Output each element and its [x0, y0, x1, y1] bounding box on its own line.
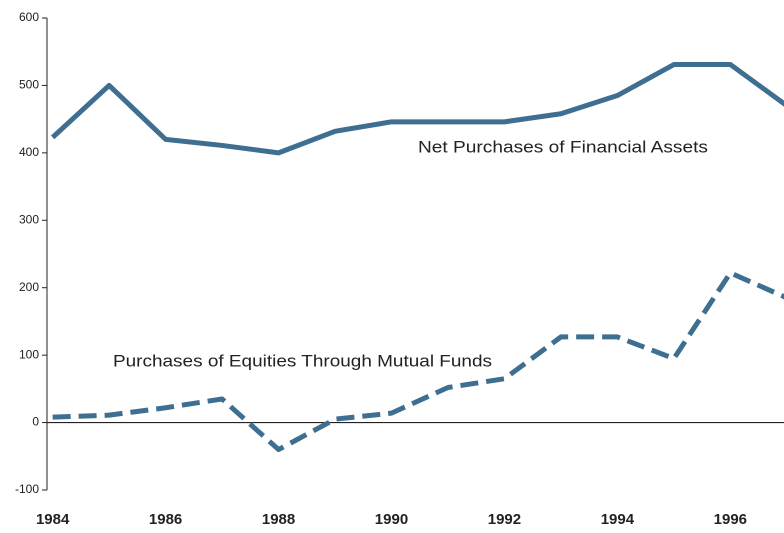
- x-tick-label: 1988: [262, 511, 295, 528]
- series-line: [50, 62, 784, 156]
- y-tick-label: -100: [15, 482, 39, 496]
- x-tick-label: 1992: [488, 511, 521, 528]
- y-tick-label: 600: [19, 10, 39, 24]
- x-tick-label: 1984: [36, 511, 70, 528]
- series-line: [52, 270, 784, 453]
- series-label: Purchases of Equities Through Mutual Fun…: [113, 351, 492, 370]
- series-label: Net Purchases of Financial Assets: [418, 137, 708, 156]
- y-tick-label: 200: [19, 280, 39, 294]
- y-tick-label: 300: [19, 212, 39, 226]
- x-tick-label: 1986: [149, 511, 182, 528]
- x-tick-label: 1996: [714, 511, 747, 528]
- y-tick-label: 100: [19, 347, 39, 361]
- y-tick-label: 500: [19, 78, 39, 92]
- x-tick-label: 1990: [375, 511, 408, 528]
- x-tick-label: 1994: [601, 511, 635, 528]
- y-tick-label: 400: [19, 145, 39, 159]
- y-tick-label: 0: [32, 415, 39, 429]
